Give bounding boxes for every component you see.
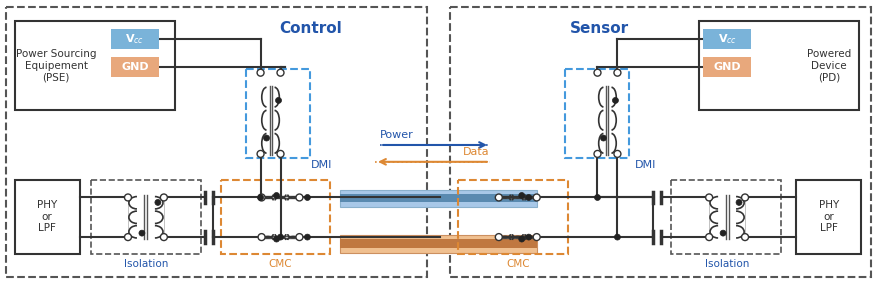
Bar bbox=[15, 180, 80, 254]
Text: CMC: CMC bbox=[505, 259, 529, 269]
Circle shape bbox=[594, 195, 600, 200]
Circle shape bbox=[304, 234, 310, 240]
Bar bbox=[111, 57, 159, 77]
Circle shape bbox=[274, 236, 279, 242]
Circle shape bbox=[495, 234, 502, 241]
Circle shape bbox=[263, 135, 269, 141]
Circle shape bbox=[277, 69, 283, 76]
Text: Isolation: Isolation bbox=[124, 259, 168, 269]
Circle shape bbox=[518, 193, 524, 199]
Circle shape bbox=[719, 230, 725, 236]
Text: Isolation: Isolation bbox=[704, 259, 748, 269]
Circle shape bbox=[741, 234, 748, 241]
Bar bbox=[220, 180, 330, 254]
Circle shape bbox=[125, 194, 132, 201]
Circle shape bbox=[600, 135, 606, 141]
Bar bbox=[340, 239, 536, 248]
Circle shape bbox=[160, 234, 168, 241]
Bar bbox=[698, 21, 858, 110]
Circle shape bbox=[139, 230, 145, 236]
Text: CMC: CMC bbox=[268, 259, 292, 269]
Bar bbox=[111, 29, 159, 49]
Circle shape bbox=[304, 195, 310, 200]
Text: Control: Control bbox=[279, 21, 341, 36]
Circle shape bbox=[125, 234, 132, 241]
Circle shape bbox=[257, 69, 264, 76]
Bar bbox=[702, 29, 750, 49]
Circle shape bbox=[525, 195, 531, 200]
Text: PHY
or
LPF: PHY or LPF bbox=[817, 200, 838, 233]
Circle shape bbox=[257, 195, 263, 200]
Bar bbox=[671, 180, 780, 254]
Bar bbox=[702, 57, 750, 77]
Circle shape bbox=[705, 234, 712, 241]
Circle shape bbox=[257, 150, 264, 157]
Circle shape bbox=[594, 150, 600, 157]
Text: DMI: DMI bbox=[310, 160, 332, 170]
Circle shape bbox=[613, 69, 620, 76]
Circle shape bbox=[525, 234, 531, 240]
Bar bbox=[458, 180, 567, 254]
Circle shape bbox=[154, 199, 160, 205]
Circle shape bbox=[735, 199, 741, 205]
Circle shape bbox=[275, 98, 282, 103]
Circle shape bbox=[296, 234, 303, 241]
Text: Power Sourcing
Equipement
(PSE): Power Sourcing Equipement (PSE) bbox=[16, 49, 96, 82]
Circle shape bbox=[258, 234, 265, 241]
Circle shape bbox=[532, 194, 539, 201]
Circle shape bbox=[705, 194, 712, 201]
Circle shape bbox=[532, 234, 539, 241]
Circle shape bbox=[614, 234, 620, 240]
Text: GND: GND bbox=[121, 62, 148, 72]
Circle shape bbox=[613, 150, 620, 157]
Text: Sensor: Sensor bbox=[569, 21, 628, 36]
Bar bbox=[246, 69, 310, 158]
Bar bbox=[91, 180, 201, 254]
Bar bbox=[795, 180, 859, 254]
Circle shape bbox=[612, 98, 617, 103]
Circle shape bbox=[594, 69, 600, 76]
Text: PHY
or
LPF: PHY or LPF bbox=[37, 200, 57, 233]
Bar bbox=[6, 7, 426, 277]
Text: Powered
Device
(PD): Powered Device (PD) bbox=[806, 49, 850, 82]
Circle shape bbox=[277, 234, 283, 240]
Circle shape bbox=[274, 193, 279, 199]
Bar bbox=[449, 7, 870, 277]
Bar bbox=[340, 189, 536, 208]
Circle shape bbox=[160, 194, 168, 201]
Bar bbox=[15, 21, 175, 110]
Text: Data: Data bbox=[463, 147, 489, 157]
Text: V$_{cc}$: V$_{cc}$ bbox=[717, 32, 736, 46]
Circle shape bbox=[495, 194, 502, 201]
Circle shape bbox=[518, 236, 524, 242]
Circle shape bbox=[296, 194, 303, 201]
Text: Power: Power bbox=[380, 130, 413, 140]
Bar bbox=[564, 69, 629, 158]
Circle shape bbox=[277, 150, 283, 157]
Text: DMI: DMI bbox=[634, 160, 655, 170]
Bar bbox=[340, 193, 536, 202]
Bar bbox=[340, 235, 536, 253]
Circle shape bbox=[258, 194, 265, 201]
Circle shape bbox=[741, 194, 748, 201]
Text: V$_{cc}$: V$_{cc}$ bbox=[125, 32, 145, 46]
Text: GND: GND bbox=[712, 62, 740, 72]
